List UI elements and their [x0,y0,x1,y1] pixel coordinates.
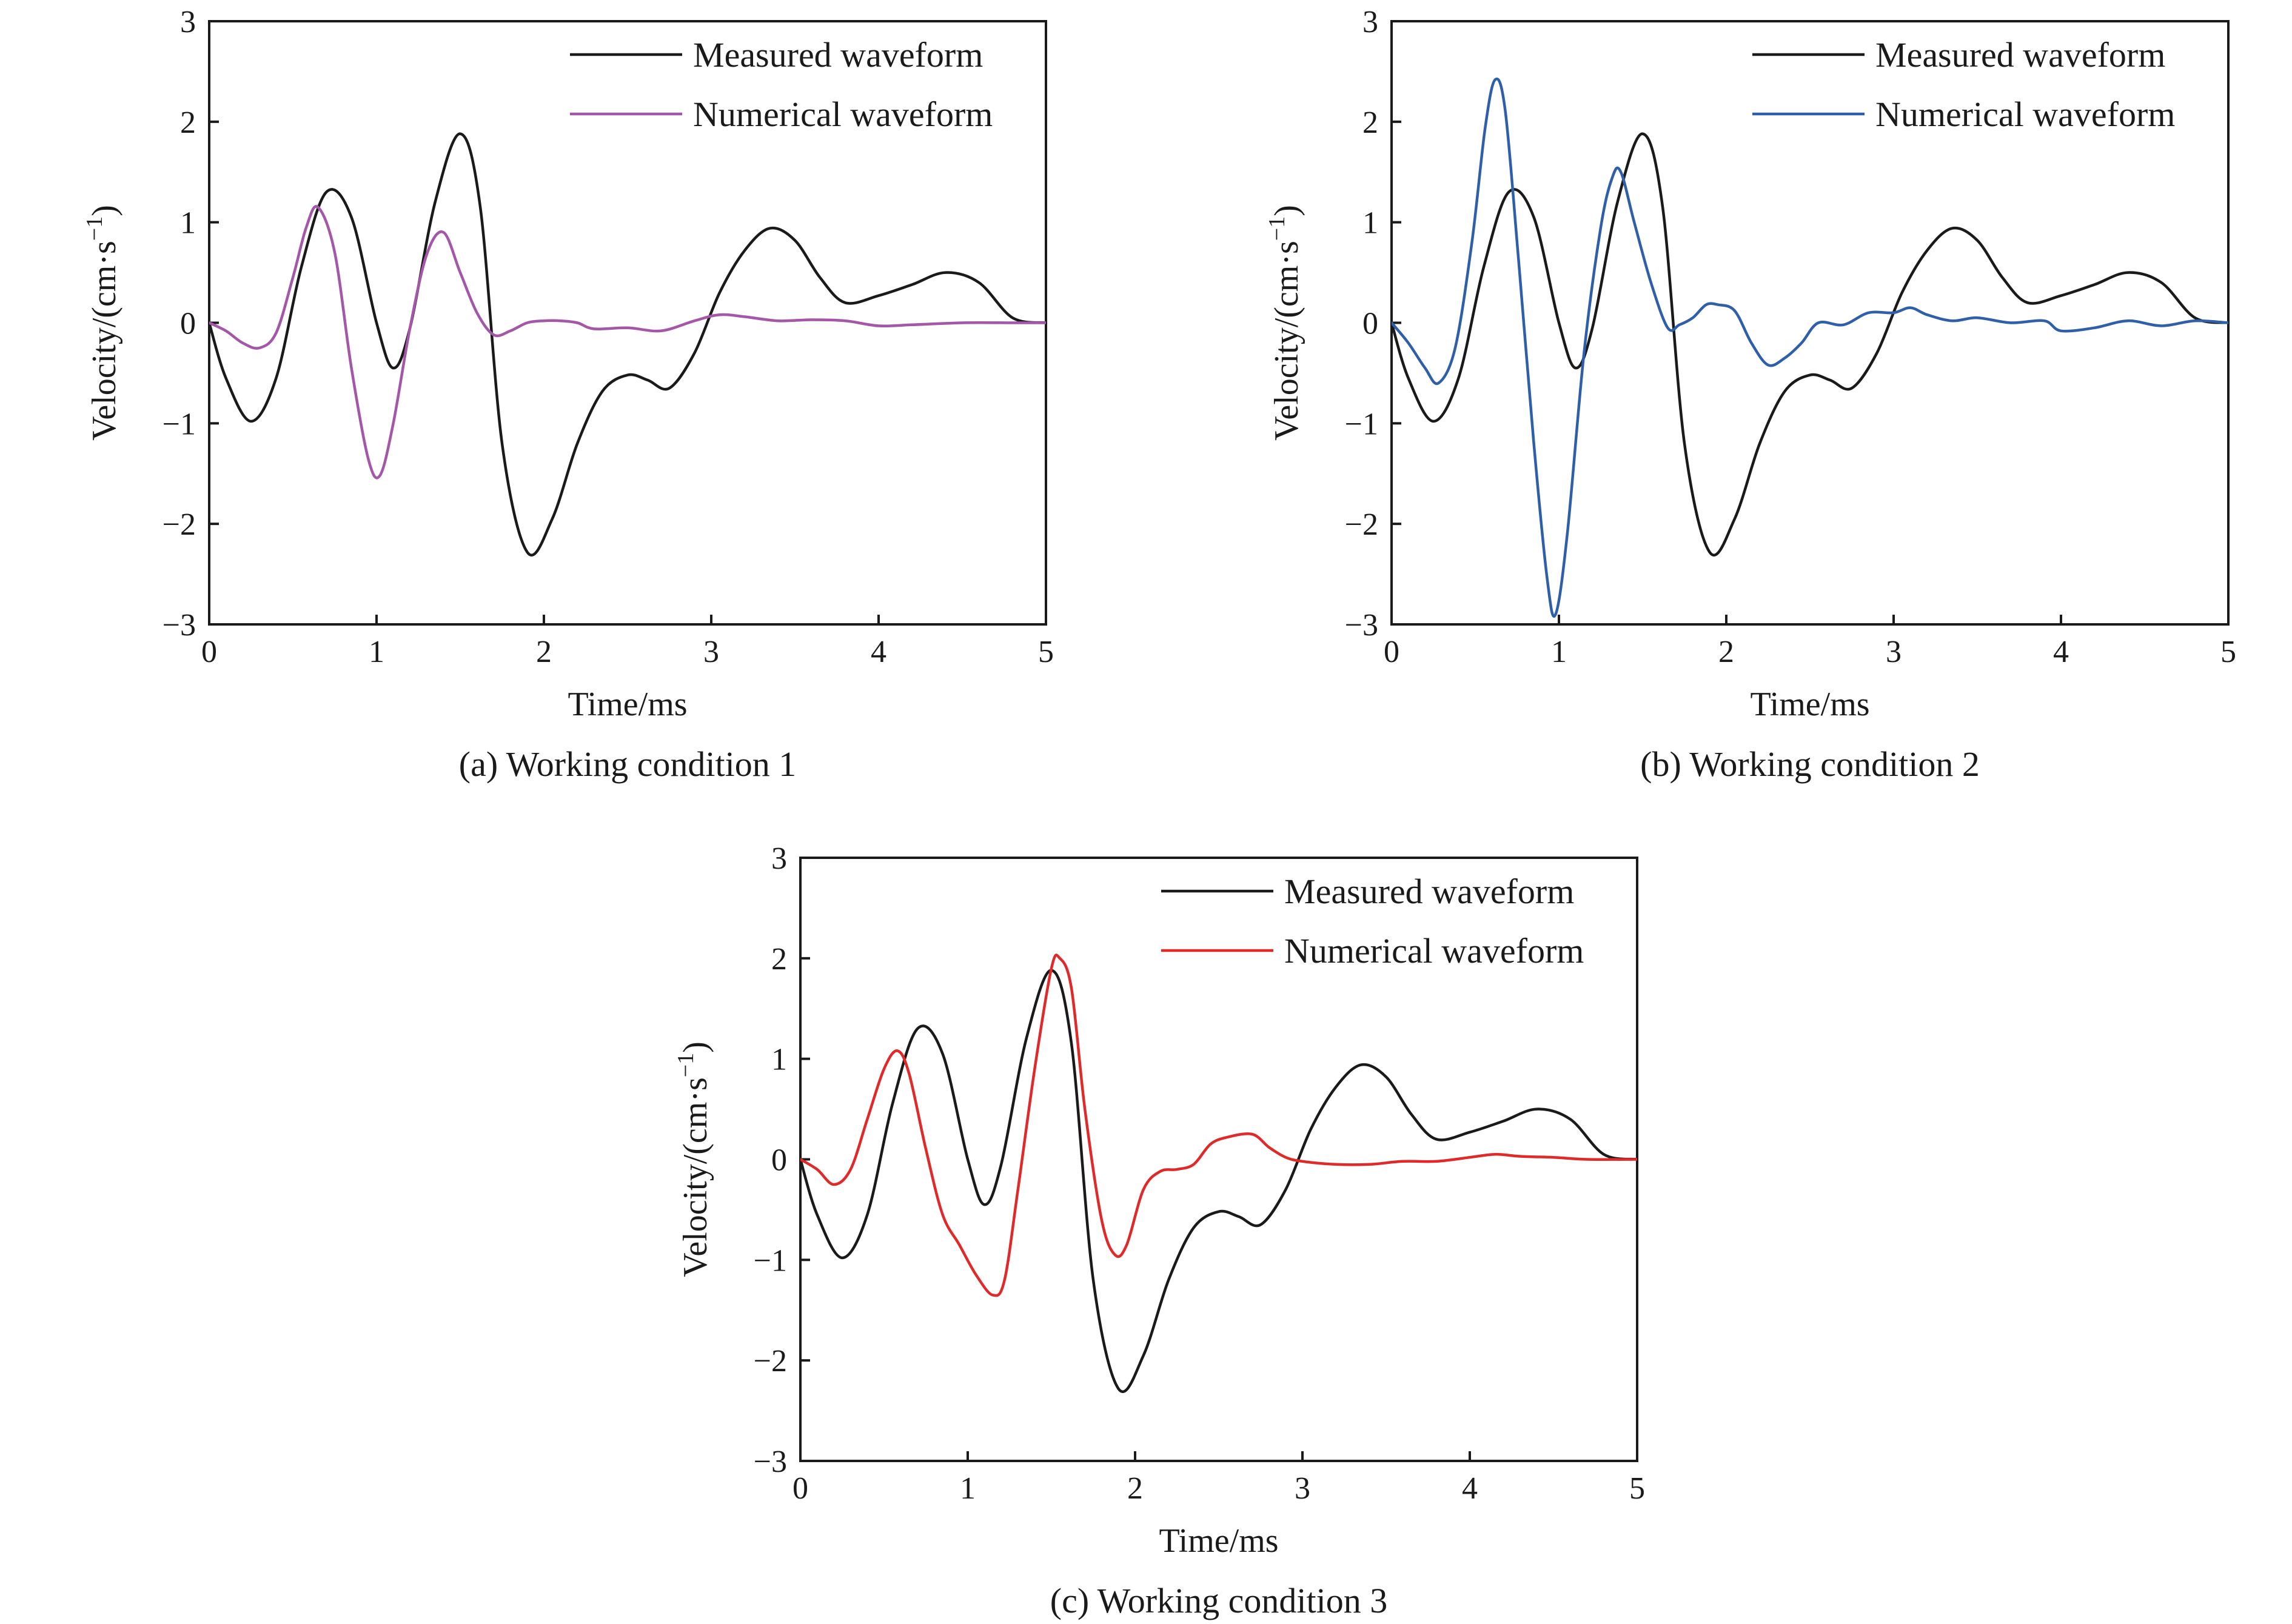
series-line-measured-waveform [209,132,1046,557]
x-tick-label: 0 [792,1471,808,1506]
x-axis-label: Time/ms [568,686,687,723]
y-tick-label: 0 [1362,307,1378,341]
legend-label-measured-waveform: Measured waveform [693,35,983,75]
y-tick-label: −1 [163,407,196,441]
legend-label-numerical-waveform: Numerical waveform [1284,931,1584,971]
y-tick-label: 0 [771,1143,787,1178]
y-axis-label: Velocity/(cm·s−1) [673,1041,714,1277]
series-line-numerical-waveform [209,205,1046,480]
series-line-measured-waveform [1392,132,2228,557]
x-tick-label: 0 [1384,635,1399,669]
y-tick-label: 1 [180,206,196,241]
y-tick-label: 1 [771,1043,787,1077]
y-tick-label: 3 [1362,5,1378,39]
legend-label-numerical-waveform: Numerical waveform [693,95,993,134]
x-tick-label: 1 [369,635,384,669]
y-axis-label-main: Velocity/(cm·s [1268,241,1305,441]
x-tick-label: 2 [1718,635,1734,669]
chart-panel-b: 0 1 2 3 4 5−3−2−10123Time/msVelocity/(cm·s−1)… [1264,5,2236,784]
chart-panel-a: 0 1 2 3 4 5−3−2−10123Time/msVelocity/(cm·s−1)… [82,5,1054,784]
x-tick-label: 2 [1127,1471,1143,1506]
y-axis-label: Velocity/(cm·s−1) [1264,205,1305,441]
x-tick-label: 3 [1886,635,1902,669]
y-axis-label-superscript: −1 [1264,216,1290,241]
x-tick-label: 3 [1295,1471,1310,1506]
y-tick-label: 3 [180,5,196,39]
x-tick-label: 5 [2220,635,2236,669]
x-tick-label: 2 [536,635,552,669]
x-tick-label: 4 [871,635,886,669]
y-tick-label: −3 [754,1445,787,1479]
x-tick-label: 5 [1038,635,1054,669]
y-tick-label: −1 [1345,407,1378,441]
legend-label-numerical-waveform: Numerical waveform [1875,95,2175,134]
y-tick-label: 3 [771,841,787,876]
y-tick-label: 0 [180,307,196,341]
x-tick-label: 1 [960,1471,976,1506]
x-axis-label: Time/ms [1159,1522,1278,1560]
series-line-measured-waveform [800,969,1637,1394]
y-tick-label: −3 [163,608,196,643]
x-tick-label: 3 [703,635,719,669]
x-tick-label: 4 [1462,1471,1478,1506]
y-axis-label-main: Velocity/(cm·s [677,1077,714,1277]
y-tick-label: −2 [163,507,196,542]
y-tick-label: −1 [754,1243,787,1278]
y-tick-label: 2 [771,942,787,977]
panel-caption: (b) Working condition 2 [1640,744,1980,784]
y-tick-label: −2 [754,1344,787,1378]
series-line-numerical-waveform [800,954,1637,1297]
legend-label-measured-waveform: Measured waveform [1875,35,2165,75]
panel-caption: (c) Working condition 3 [1050,1581,1387,1620]
y-axis-label-superscript: −1 [82,216,107,241]
y-axis-label-close: ) [1268,205,1305,216]
y-tick-label: −3 [1345,608,1378,643]
x-tick-label: 1 [1551,635,1567,669]
x-tick-label: 4 [2053,635,2069,669]
chart-panel-c: 0 1 2 3 4 5−3−2−10123Time/msVelocity/(cm·s−1)… [673,841,1645,1620]
y-axis-label-close: ) [677,1041,714,1053]
y-tick-label: 2 [180,105,196,140]
y-axis-label-main: Velocity/(cm·s [85,241,123,441]
y-axis-label-close: ) [85,205,123,216]
legend-label-measured-waveform: Measured waveform [1284,872,1574,911]
x-tick-label: 5 [1629,1471,1645,1506]
y-axis-label-superscript: −1 [673,1053,699,1077]
y-tick-label: 1 [1362,206,1378,241]
y-tick-label: −2 [1345,507,1378,542]
series-line-numerical-waveform [1392,78,2228,618]
y-tick-label: 2 [1362,105,1378,140]
panel-caption: (a) Working condition 1 [459,744,796,784]
x-axis-label: Time/ms [1750,686,1869,723]
x-tick-label: 0 [201,635,217,669]
y-axis-label: Velocity/(cm·s−1) [82,205,123,441]
